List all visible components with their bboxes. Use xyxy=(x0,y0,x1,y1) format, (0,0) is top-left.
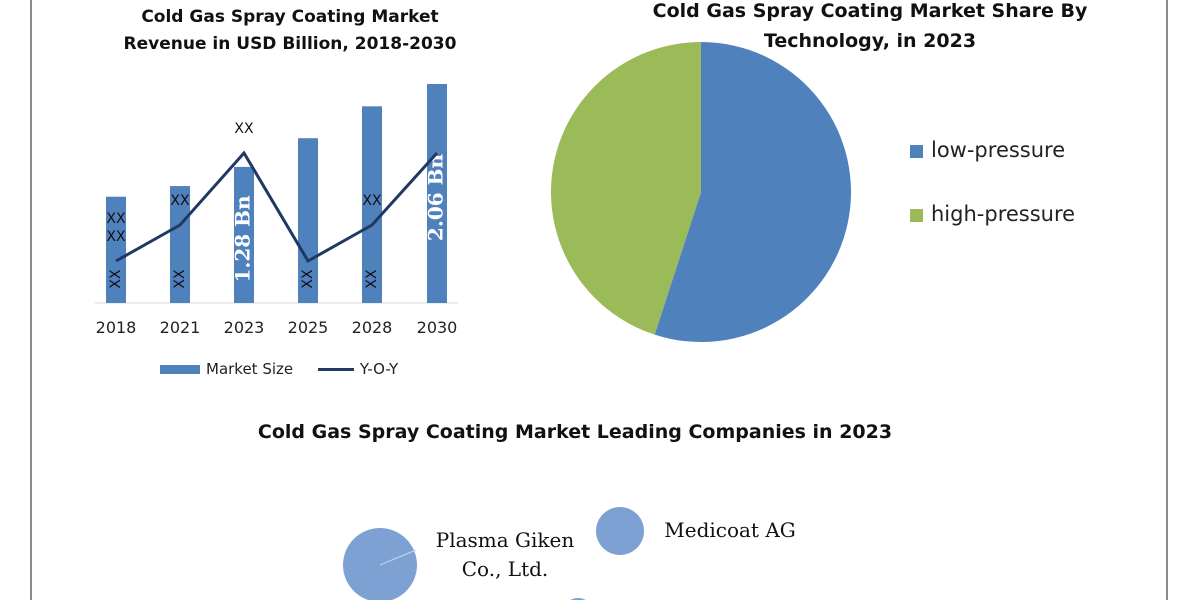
bar-2030 xyxy=(427,84,447,303)
bar-inner-label-2028: XX xyxy=(364,269,380,289)
tick-label-2030: 2030 xyxy=(417,318,458,337)
legend-label-high-pressure: high-pressure xyxy=(931,202,1076,226)
legend-swatch-yoy xyxy=(317,368,354,371)
legend-swatch-low-pressure xyxy=(910,144,923,158)
pie-chart-legend: low-pressure high-pressure xyxy=(910,138,1140,232)
bar-inner-label-2021: XX xyxy=(172,269,188,289)
legend-label-low-pressure: low-pressure xyxy=(931,138,1066,162)
legend-item-high-pressure: high-pressure xyxy=(910,202,1140,232)
bubble-plasma-giken xyxy=(343,528,417,600)
legend-swatch-market-size xyxy=(160,365,200,374)
company-label-plasma-giken-line2: Co., Ltd. xyxy=(461,557,549,581)
companies-title: Cold Gas Spray Coating Market Leading Co… xyxy=(257,421,893,443)
bar-upper-label-2018: XX xyxy=(106,211,126,227)
yoy-point-label-2028: XX xyxy=(362,193,382,209)
company-label-plasma-giken-line1: Plasma Giken xyxy=(435,528,575,552)
pie-chart-title: Cold Gas Spray Coating Market Share By T… xyxy=(652,0,1088,52)
legend-item-yoy: Y-O-Y xyxy=(317,360,399,378)
bar-inner-label-2023: 1.28 Bn xyxy=(231,195,255,283)
company-label-medicoat: Medicoat AG xyxy=(664,518,796,542)
tick-label-2028: 2028 xyxy=(352,318,393,337)
tick-label-2018: 2018 xyxy=(96,318,137,337)
tick-label-2021: 2021 xyxy=(160,318,201,337)
bar-2025 xyxy=(298,138,318,303)
legend-item-market-size: Market Size xyxy=(160,360,298,378)
tick-label-2025: 2025 xyxy=(288,318,329,337)
legend-item-low-pressure: low-pressure xyxy=(910,138,1140,168)
bar-chart-title: Cold Gas Spray Coating Market Revenue in… xyxy=(123,7,457,54)
bubble-leader-line xyxy=(379,549,417,566)
tick-label-2023: 2023 xyxy=(224,318,265,337)
bar-2021 xyxy=(170,186,190,303)
bar-inner-label-2025: XX xyxy=(300,269,316,289)
yoy-point-label-2018: XX xyxy=(106,229,126,245)
legend-swatch-high-pressure xyxy=(910,208,923,222)
pie-slice-low-pressure xyxy=(654,42,851,342)
yoy-point-label-2021: XX xyxy=(170,193,190,209)
bubble-medicoat xyxy=(596,507,644,555)
pie-slice-high-pressure xyxy=(551,42,701,335)
yoy-line xyxy=(115,150,439,264)
legend-label-market-size: Market Size xyxy=(206,360,294,378)
bar-2028 xyxy=(362,106,382,303)
yoy-point-label-2023: XX xyxy=(234,121,254,137)
bar-inner-label-2018: XX xyxy=(108,269,124,289)
legend-label-yoy: Y-O-Y xyxy=(359,360,399,378)
frame-right-border xyxy=(1166,0,1168,600)
bar-inner-label-2030: 2.06 Bn xyxy=(424,153,448,241)
bar-2023 xyxy=(234,166,254,303)
bar-2018 xyxy=(106,196,126,303)
company-label-plasma-giken: Plasma Giken Co., Ltd. xyxy=(425,526,585,584)
frame-left-border xyxy=(30,0,32,600)
bar-chart-legend: Market Size Y-O-Y xyxy=(160,360,460,378)
